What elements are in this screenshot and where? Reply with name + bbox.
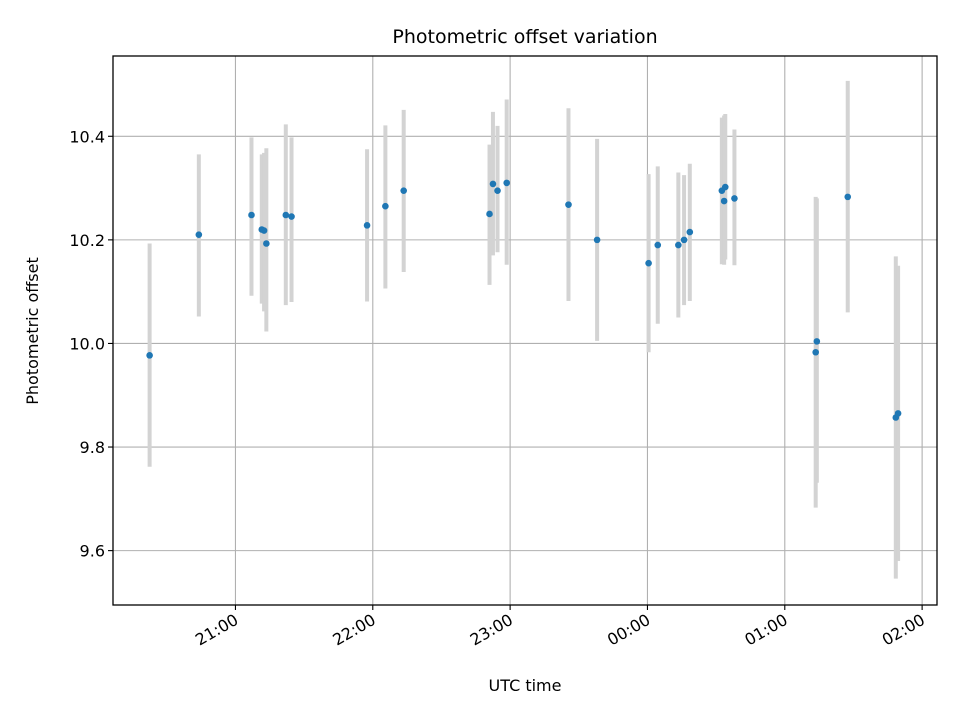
y-tick-label: 10.4 [69, 127, 105, 146]
grid-layer [113, 56, 937, 605]
data-point [382, 202, 389, 210]
data-point [844, 193, 852, 201]
data-point [675, 241, 682, 249]
data-point [363, 222, 371, 229]
data-point [894, 410, 902, 417]
plot-area-frame [112, 55, 938, 606]
chart-title: Photometric offset variation [392, 26, 657, 48]
data-point [593, 236, 601, 244]
data-point [812, 348, 819, 356]
errorbar-layer [147, 80, 901, 579]
data-point [503, 179, 510, 187]
data-point [486, 210, 493, 218]
point-layer [146, 179, 902, 421]
data-point [282, 211, 290, 219]
data-point [248, 211, 255, 219]
data-point [263, 240, 270, 247]
data-point [400, 187, 407, 194]
data-point [146, 352, 153, 359]
data-point [489, 180, 497, 188]
y-tick-label: 10.0 [69, 334, 105, 353]
y-axis-ticks: 9.6 9.8 10.0 10.2 10.4 [69, 127, 113, 561]
data-point [720, 197, 728, 205]
data-point [260, 227, 268, 234]
y-tick-label: 10.2 [69, 231, 105, 250]
data-point [645, 259, 652, 267]
data-point [565, 201, 572, 208]
data-point [731, 195, 738, 202]
data-point [494, 187, 501, 194]
x-tick-label: 02:00 [879, 610, 928, 650]
data-point [721, 183, 729, 191]
y-tick-label: 9.6 [80, 542, 105, 561]
x-tick-label: 00:00 [604, 610, 653, 650]
x-axis-label: UTC time [489, 676, 562, 695]
x-tick-label: 22:00 [329, 610, 378, 650]
data-point [288, 213, 295, 220]
x-tick-label: 21:00 [192, 610, 241, 650]
x-tick-label: 01:00 [741, 610, 790, 650]
data-point [680, 236, 688, 244]
data-point [654, 241, 662, 249]
data-point [195, 231, 203, 238]
y-tick-label: 9.8 [80, 438, 105, 457]
x-tick-label: 23:00 [467, 610, 516, 650]
data-point [686, 228, 694, 236]
x-axis-ticks: 21:00 22:00 23:00 00:00 01:00 02:00 [192, 605, 928, 650]
data-point [813, 338, 821, 345]
y-axis-label: Photometric offset [23, 257, 42, 405]
